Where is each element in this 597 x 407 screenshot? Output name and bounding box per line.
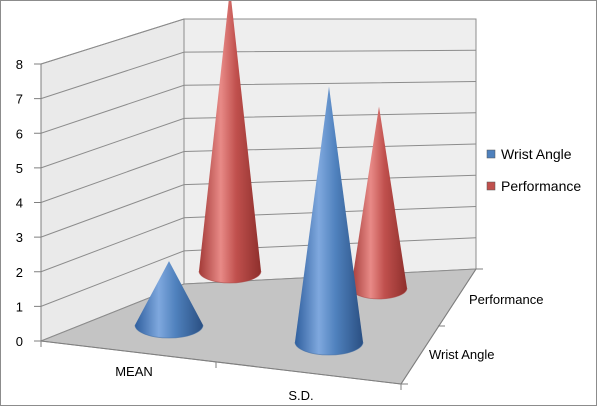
y-tick-label: 7 bbox=[16, 92, 23, 107]
cone-body bbox=[295, 86, 363, 355]
cone-red-mean bbox=[198, 1, 262, 284]
y-tick-label: 4 bbox=[16, 196, 23, 211]
cone-marks bbox=[134, 1, 408, 356]
legend: Wrist Angle Performance bbox=[486, 146, 581, 194]
x-tick-label: S.D. bbox=[288, 388, 313, 403]
y-tick-label: 2 bbox=[16, 265, 23, 280]
x-axis-ticks: MEAN S.D. bbox=[40, 341, 402, 403]
depth-tick-label: Performance bbox=[469, 292, 543, 307]
y-tick-label: 3 bbox=[16, 230, 23, 245]
gridline bbox=[40, 81, 477, 134]
cone-blue-mean bbox=[134, 261, 204, 339]
cone-base-edge bbox=[134, 324, 204, 339]
depth-axis-ticks: Performance Wrist Angle bbox=[401, 268, 543, 385]
gridline bbox=[40, 18, 476, 65]
y-tick-label: 6 bbox=[16, 126, 23, 141]
legend-swatch-performance bbox=[486, 181, 496, 191]
y-tick-label: 5 bbox=[16, 161, 23, 176]
x-tick-label: MEAN bbox=[115, 364, 153, 379]
y-tick-label: 1 bbox=[16, 299, 23, 314]
gridline bbox=[40, 49, 477, 100]
cone-blue-sd bbox=[294, 86, 364, 356]
cone-body bbox=[351, 106, 407, 299]
depth-tick-label: Wrist Angle bbox=[429, 347, 495, 362]
x-axis-line bbox=[40, 340, 402, 385]
y-tick-label: 0 bbox=[16, 334, 23, 349]
cone-body bbox=[199, 1, 261, 283]
legend-swatch-wrist-angle bbox=[486, 149, 496, 159]
y-axis-ticks: 0 1 2 3 4 5 6 7 8 bbox=[16, 57, 41, 349]
cone-base-edge bbox=[294, 341, 364, 356]
y-tick-label: 8 bbox=[16, 57, 23, 72]
legend-label: Performance bbox=[501, 178, 581, 194]
cone-body bbox=[135, 261, 203, 338]
cone-base-edge bbox=[198, 270, 262, 284]
legend-label: Wrist Angle bbox=[501, 146, 572, 162]
